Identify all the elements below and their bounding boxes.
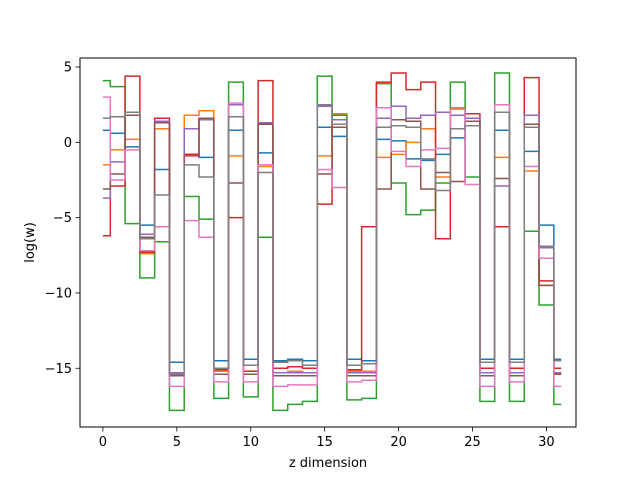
x-tick-label: 20 <box>390 435 407 450</box>
x-axis: 0 5 10 15 20 25 30 <box>99 427 555 450</box>
y-tick-label: −15 <box>45 362 72 377</box>
y-axis-label: log(w) <box>23 222 38 263</box>
series-line-8 <box>102 103 562 376</box>
x-axis-label: z dimension <box>289 456 367 471</box>
x-tick-label: 15 <box>316 435 333 450</box>
x-tick-label: 5 <box>173 435 181 450</box>
y-tick-label: 0 <box>64 136 72 151</box>
series-line-3 <box>102 72 562 412</box>
x-tick-label: 10 <box>242 435 259 450</box>
series-layer <box>102 72 562 412</box>
axes-frame <box>79 57 577 428</box>
y-tick-label: −5 <box>53 211 72 226</box>
x-tick-label: 30 <box>538 435 555 450</box>
series-line-7 <box>102 96 562 388</box>
x-tick-label: 25 <box>464 435 481 450</box>
y-axis: 5 0 −5 −10 −15 <box>45 61 80 377</box>
y-tick-label: −10 <box>45 286 72 301</box>
y-tick-label: 5 <box>64 61 72 76</box>
x-tick-label: 0 <box>99 435 107 450</box>
